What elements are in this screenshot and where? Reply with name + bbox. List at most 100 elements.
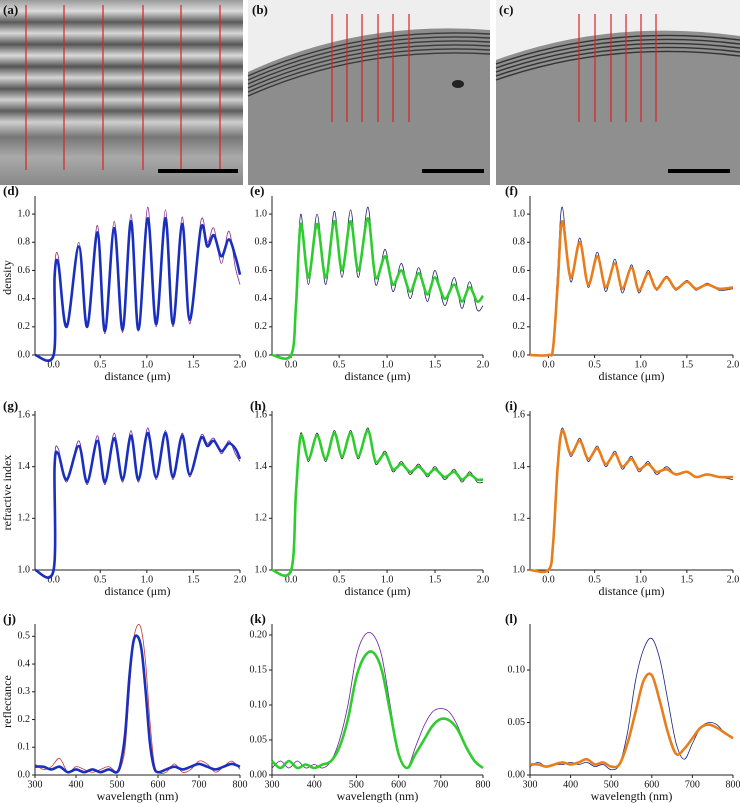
x-tick-label: 500 [110,779,125,790]
data-line [271,650,484,770]
panel-label: (i) [505,398,517,413]
x-tick-label: 0.0 [542,574,555,585]
chart-panel: (i) 1.0 1.2 1.4 1.6 0.0 0.5 1.0 1.5 2.0 distance (… [505,398,739,598]
panel-label: (k) [250,611,266,626]
data-line [529,429,734,574]
x-tick-label: 0.0 [47,574,60,585]
x-tick-label: 700 [685,779,700,790]
y-tick-label: 1.4 [18,461,31,472]
x-tick-label: 0.5 [94,359,107,370]
y-tick-label: 1.0 [255,564,268,575]
data-line [529,672,734,769]
data-line [271,631,484,769]
x-tick-label: 800 [233,779,248,790]
x-tick-label: 1.5 [681,574,694,585]
data-line [271,206,484,360]
x-tick-label: 1.5 [187,359,200,370]
x-tick-label: 2.0 [234,574,247,585]
x-tick-label: 1.0 [634,359,647,370]
y-tick-label: 0.2 [255,321,268,332]
y-tick-label: 0.0 [255,349,268,360]
x-axis-label: distance (μm) [344,369,410,383]
x-tick-label: 1.0 [634,574,647,585]
y-tick-label: 0.10 [508,664,526,675]
y-axis-label: refractive index [0,455,14,531]
y-tick-label: 0.6 [255,265,268,276]
x-tick-label: 600 [151,779,166,790]
y-tick-label: 0.8 [18,237,31,248]
y-tick-label: 0.05 [250,734,268,745]
x-tick-label: 0.0 [285,574,298,585]
chart-panel: (d) 0.0 0.2 0.4 0.6 0.8 1.0 0.0 0.5 1.0 1.5 2.0 dist… [0,183,246,383]
y-tick-label: 1.0 [513,208,526,219]
y-tick-label: 0.6 [513,265,526,276]
y-tick-label: 0.4 [18,293,31,304]
y-tick-label: 0.0 [18,349,31,360]
y-tick-label: 1.2 [255,513,268,524]
x-tick-label: 600 [391,779,406,790]
image-b: (b) [247,0,491,185]
x-tick-label: 0.5 [333,359,346,370]
data-line [529,427,734,573]
y-axis-label: reflectance [0,675,14,728]
x-tick-label: 2.0 [727,574,740,585]
y-tick-label: 0.05 [508,717,526,728]
y-tick-label: 0.4 [513,293,526,304]
y-tick-label: 0.3 [18,686,31,697]
data-line [34,206,241,362]
chart-panel: (g) 1.0 1.2 1.4 1.6 0.0 0.5 1.0 1.5 2.0 distance (… [0,398,246,598]
x-tick-label: 1.0 [381,359,394,370]
x-tick-label: 0.0 [542,359,555,370]
y-tick-label: 1.0 [513,564,526,575]
panel-label: (e) [250,183,264,198]
x-tick-label: 1.0 [141,574,154,585]
x-tick-label: 0.0 [47,359,60,370]
y-axis-label: density [0,260,14,295]
x-axis-label: distance (μm) [344,584,410,598]
data-line [529,219,734,357]
y-tick-label: 1.0 [255,208,268,219]
x-tick-label: 1.5 [429,359,442,370]
chart-panel: (l) 0.00 0.05 0.10 300 400 500 600 700 800 wavelen… [505,611,740,803]
x-tick-label: 0.0 [285,359,298,370]
x-tick-label: 700 [192,779,207,790]
panel-label: (h) [250,398,266,413]
panel-label: (a) [3,2,18,17]
y-tick-label: 0.2 [18,714,31,725]
x-tick-label: 0.5 [333,574,346,585]
y-tick-label: 1.6 [513,409,526,420]
panel-label: (b) [252,2,268,17]
panel-label: (g) [3,398,18,413]
x-tick-label: 2.0 [727,359,740,370]
x-tick-label: 1.0 [141,359,154,370]
y-tick-label: 0.4 [18,658,31,669]
y-tick-label: 0.2 [513,321,526,332]
x-axis-label: distance (μm) [104,369,170,383]
y-tick-label: 0.0 [18,769,31,780]
chart-panel: (h) 1.0 1.2 1.4 1.6 0.0 0.5 1.0 1.5 2.0 distance (… [250,398,489,598]
data-line [271,217,485,360]
x-axis-label: distance (μm) [598,369,664,383]
x-tick-label: 300 [265,779,280,790]
data-line [271,427,484,577]
x-tick-label: 800 [476,779,491,790]
data-line [271,429,484,577]
data-line [34,634,241,774]
x-tick-label: 500 [604,779,619,790]
y-tick-label: 1.2 [513,513,526,524]
x-tick-label: 1.0 [381,574,394,585]
x-axis-label: distance (μm) [598,584,664,598]
y-tick-label: 1.4 [513,461,526,472]
y-tick-label: 0.10 [250,699,268,710]
y-tick-label: 0.2 [18,321,31,332]
y-tick-label: 0.8 [513,237,526,248]
chart-panel: (f) 0.0 0.2 0.4 0.6 0.8 1.0 0.0 0.5 1.0 1.5 2.0 dist… [505,183,739,383]
x-tick-label: 300 [523,779,538,790]
x-tick-label: 500 [349,779,364,790]
panel-label: (c) [499,2,513,17]
y-tick-label: 1.6 [18,409,31,420]
x-tick-label: 1.5 [429,574,442,585]
x-tick-label: 1.5 [187,574,200,585]
x-axis-label: wavelength (nm) [337,789,419,803]
